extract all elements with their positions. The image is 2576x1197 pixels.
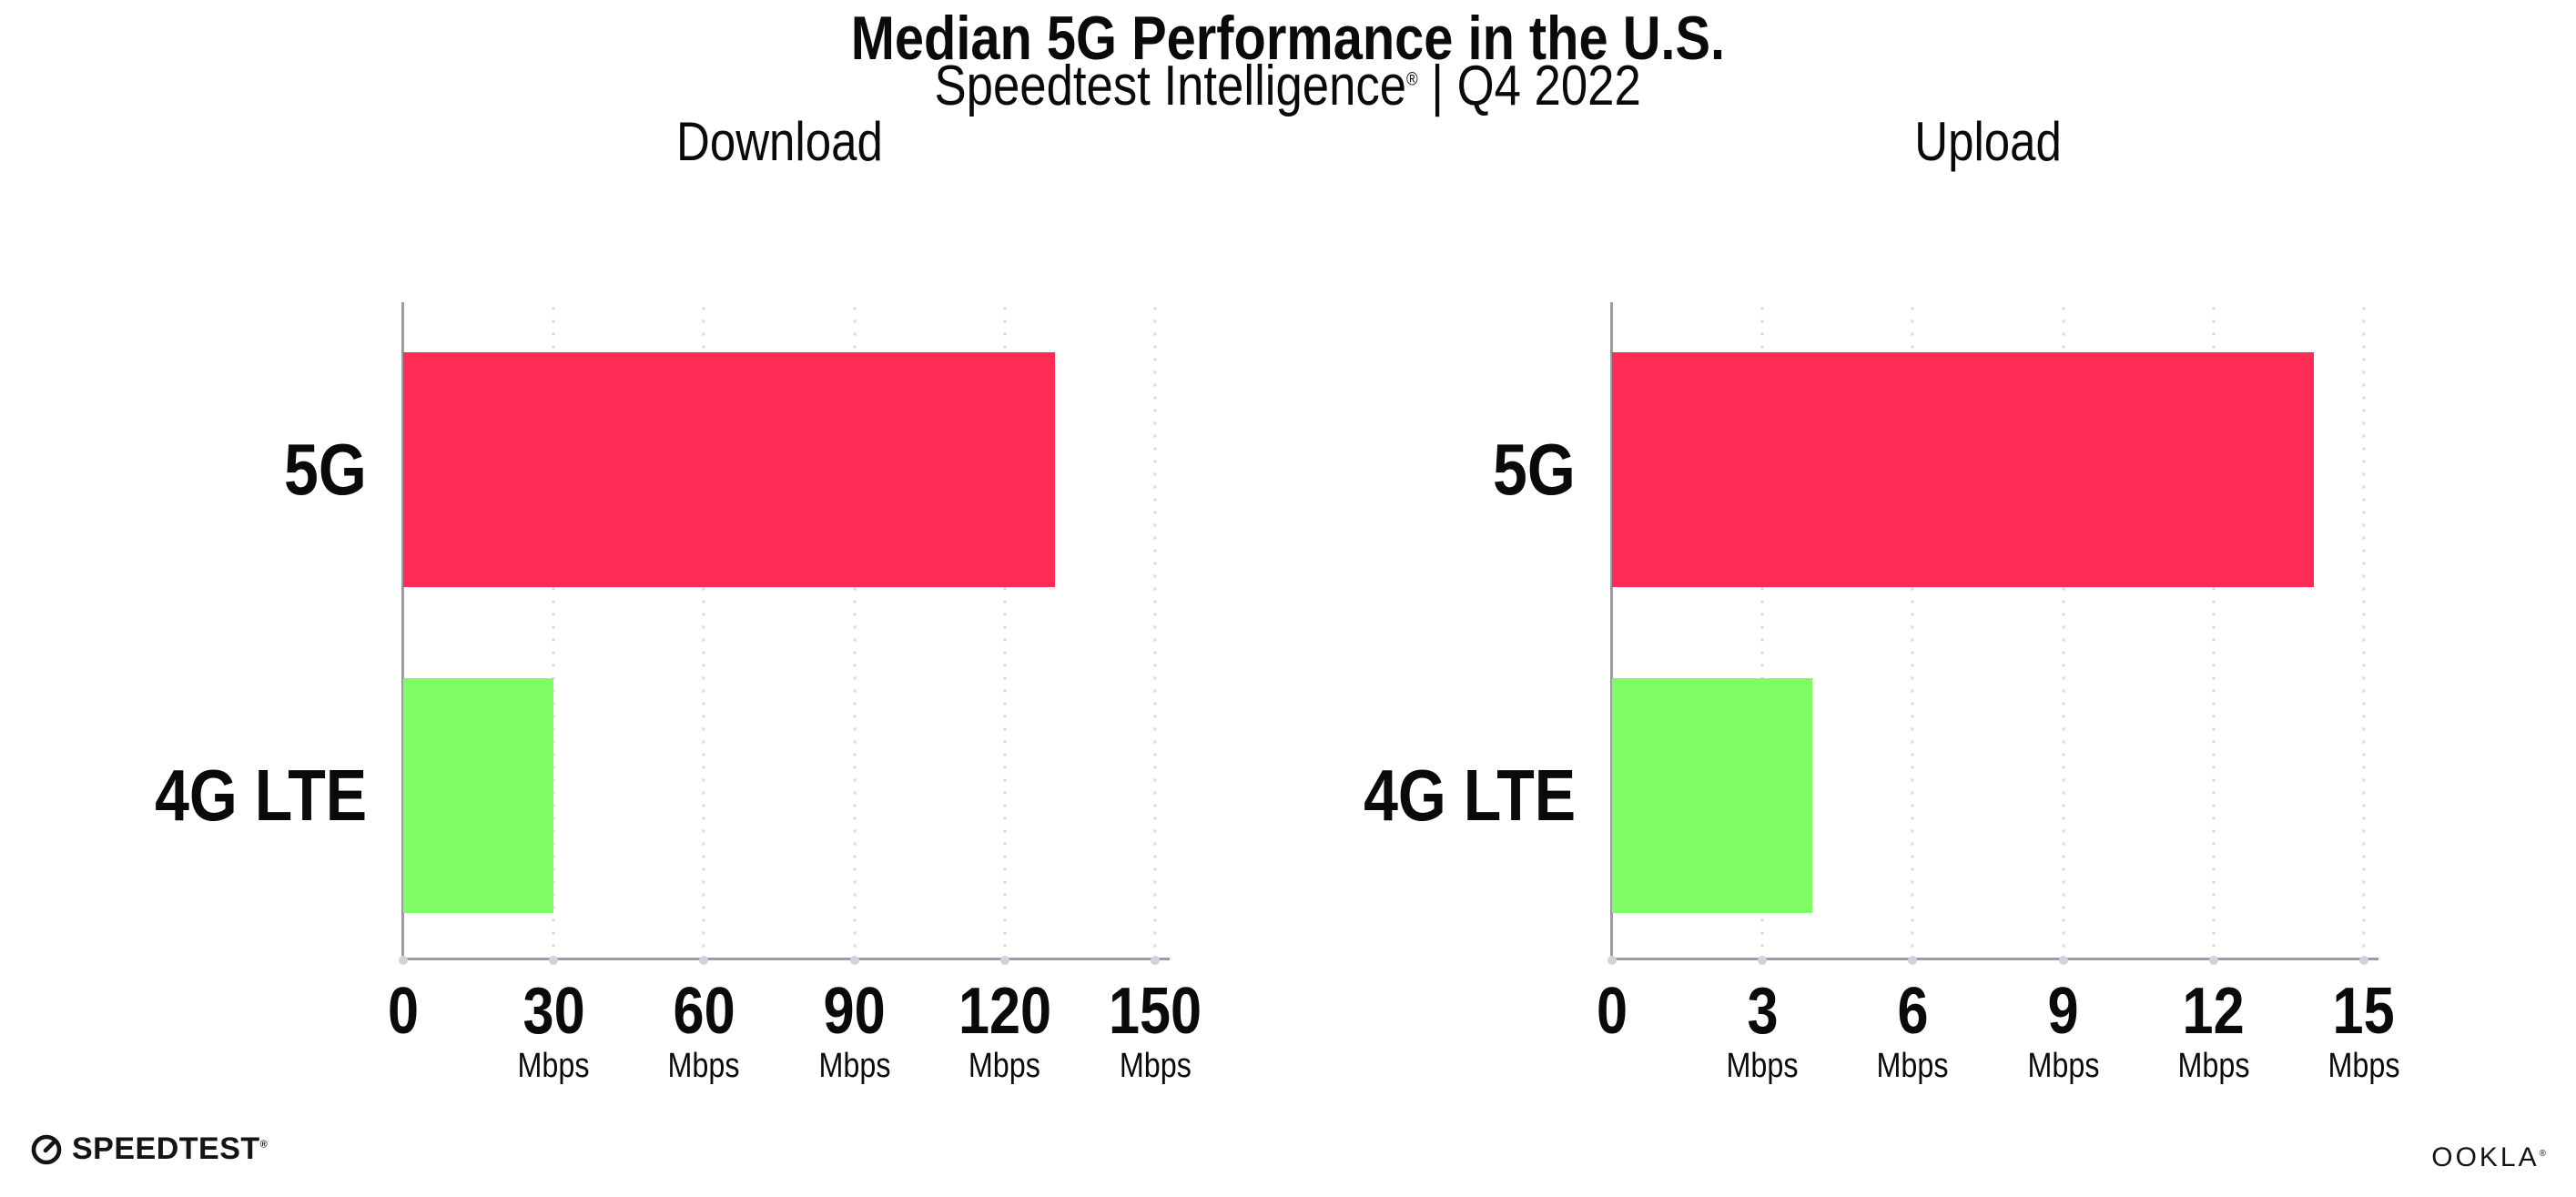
registered-mark-icon: ® [259,1139,269,1151]
bar-5g-upload [1612,352,2314,587]
axis-tick-dot [399,956,408,965]
axis-tick-dot [849,956,859,965]
bar-4g-lte-upload [1612,678,1813,913]
axis-tick-dot [2208,956,2218,965]
speedtest-wordmark: SPEEDTEST® [72,1131,269,1166]
page-subtitle: Speedtest Intelligence® | Q4 2022 [0,58,2576,115]
tick-label: 90 Mbps [818,975,891,1085]
speedtest-gauge-icon [31,1134,62,1164]
y-axis-line [1610,302,1613,960]
gridline [2211,302,2216,959]
bar-5g-download [403,352,1055,587]
x-axis-line [401,958,1170,960]
axis-tick-dot [999,956,1009,965]
axis-tick-dot [2359,956,2368,965]
gridline [1153,302,1157,959]
tick-label: 0 [1596,975,1628,1048]
page-title: Median 5G Performance in the U.S. [850,4,1726,73]
registered-mark-icon: ® [1406,69,1418,90]
gridline [1760,302,1765,959]
y-axis-line [401,302,404,960]
gridline [1002,302,1007,959]
tick-label: 150 Mbps [1108,975,1202,1085]
axis-tick-dot [1151,956,1160,965]
download-chart-title: Download [675,111,883,172]
tick-label: 15 Mbps [2328,975,2400,1085]
ookla-logo: OOKLA® [2431,1142,2546,1172]
upload-chart-title: Upload [1914,111,2062,172]
gridline [852,302,857,959]
subtitle-brand: Speedtest Intelligence [934,55,1407,117]
tick-label: 60 Mbps [667,975,740,1085]
axis-tick-dot [2058,956,2068,965]
category-label-5g: 5G [284,429,367,510]
tick-label: 9 Mbps [2027,975,2100,1085]
axis-tick-dot [549,956,559,965]
gridline [1911,302,1915,959]
axis-tick-dot [699,956,709,965]
bar-4g-lte-download [403,678,554,913]
gridline [552,302,556,959]
registered-mark-icon: ® [2539,1149,2546,1159]
axis-tick-dot [1758,956,1768,965]
category-label-4g-lte: 4G LTE [155,755,367,836]
category-label-5g: 5G [1493,429,1576,510]
upload-plot-area [1607,302,2378,965]
gridline [702,302,706,959]
download-plot-area [399,302,1170,965]
axis-tick-dot [1908,956,1918,965]
subtitle-period: | Q4 2022 [1431,55,1642,117]
tick-label: 12 Mbps [2177,975,2250,1085]
tick-label: 3 Mbps [1726,975,1799,1085]
gridline [2061,302,2065,959]
category-label-4g-lte: 4G LTE [1364,755,1576,836]
axis-tick-dot [1607,956,1617,965]
tick-label: 120 Mbps [958,975,1051,1085]
tick-label: 0 [387,975,420,1048]
gridline [2362,302,2366,959]
speedtest-logo: SPEEDTEST® [30,1131,268,1167]
tick-label: 30 Mbps [517,975,590,1085]
tick-label: 6 Mbps [1876,975,1949,1085]
x-axis-line [1610,958,2378,960]
